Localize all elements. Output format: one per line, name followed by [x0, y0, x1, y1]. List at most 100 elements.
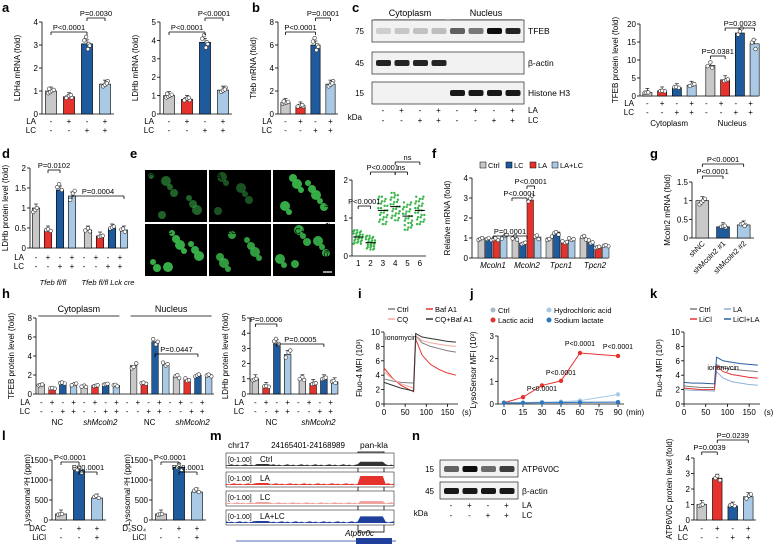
bar	[199, 41, 211, 115]
data-point	[87, 43, 92, 48]
legend-swatch	[529, 161, 537, 169]
condition-sign: +	[189, 407, 194, 416]
data-point	[603, 243, 608, 248]
genotype-label: Tfeb fl/fl Lck cre	[82, 278, 135, 287]
data-point	[49, 385, 55, 391]
p-value-label: P=0.0001	[494, 227, 526, 236]
condition-sign: -	[419, 106, 422, 115]
cell-fluorescence	[158, 211, 166, 219]
legend-label: CQ+Baf A1	[435, 315, 473, 324]
y-axis-label: TFEB protein level (fold)	[7, 313, 16, 400]
condition-sign: -	[676, 99, 679, 108]
data-point	[389, 203, 392, 206]
condition-sign: +	[285, 398, 290, 407]
condition-sign: +	[70, 253, 75, 262]
data-point	[378, 195, 381, 198]
data-point	[577, 350, 583, 356]
data-point	[403, 224, 406, 227]
condition-sign: +	[114, 407, 119, 416]
data-point	[422, 195, 425, 198]
blot-band	[487, 28, 502, 34]
cell-fluorescence	[298, 187, 304, 193]
condition-sign: +	[504, 511, 509, 520]
micrograph-number: 5	[212, 268, 216, 275]
y-tick-label: 4	[676, 371, 681, 380]
panel-letter: l	[2, 428, 6, 443]
data-point	[401, 208, 405, 211]
track-name: LA	[260, 474, 270, 483]
y-axis-label: Tfeb mRNA (fold)	[249, 37, 258, 99]
legend-label: LiCl	[699, 315, 712, 324]
p-value-label: P<0.0001	[527, 386, 557, 393]
protein-label: β-actin	[522, 486, 548, 496]
cell-fluorescence	[244, 237, 250, 243]
cell-fluorescence	[169, 230, 175, 236]
data-point	[59, 511, 65, 517]
data-point	[407, 217, 410, 220]
y-tick-label: 2	[270, 87, 275, 96]
cell-fluorescence	[161, 176, 171, 186]
x-tick-label: 3	[381, 259, 386, 268]
data-point	[523, 240, 528, 245]
x-tick-label: 4	[393, 259, 398, 268]
cell-fluorescence	[217, 172, 227, 182]
condition-sign: +	[730, 533, 735, 542]
p-value-label: P<0.0001	[172, 463, 204, 472]
data-point	[520, 400, 526, 406]
data-point	[396, 198, 400, 201]
data-point	[96, 495, 101, 501]
condition-sign: -	[382, 106, 385, 115]
blot-band	[394, 28, 410, 34]
condition-sign: -	[284, 117, 287, 126]
condition-sign: -	[95, 262, 98, 271]
legend-swatch	[490, 307, 496, 313]
blot-band	[444, 466, 459, 472]
mw-marker: 15	[355, 89, 364, 98]
condition-label: LC	[234, 407, 244, 416]
data-point	[383, 204, 386, 208]
condition-sign: -	[168, 126, 171, 135]
y-tick-label: 20	[627, 20, 636, 29]
data-point	[409, 226, 413, 229]
data-point	[120, 226, 126, 231]
data-point	[83, 384, 89, 390]
condition-sign: +	[436, 116, 441, 125]
data-point	[390, 191, 393, 195]
data-point	[526, 199, 531, 204]
y-tick-label: 4	[34, 18, 39, 27]
condition-sign: -	[474, 116, 477, 125]
data-point	[536, 237, 541, 242]
data-point	[175, 373, 180, 378]
y-axis-label: LDHb mRNA (fold)	[131, 35, 140, 102]
data-point	[131, 364, 136, 370]
condition-label: LA	[144, 117, 154, 126]
cell-fluorescence	[216, 253, 224, 261]
data-point	[385, 216, 388, 219]
data-point	[401, 212, 405, 216]
data-point	[358, 233, 362, 236]
data-point	[556, 232, 561, 237]
y-tick-label: 1000	[130, 476, 148, 485]
data-point	[254, 376, 259, 381]
y-tick-label: 2	[376, 386, 381, 395]
data-point	[105, 381, 110, 386]
cell-fluorescence	[300, 233, 306, 239]
data-point	[396, 194, 400, 197]
condition-sign: +	[719, 99, 724, 108]
condition-sign: +	[510, 116, 515, 125]
condition-sign: +	[195, 524, 200, 533]
data-point	[378, 220, 381, 223]
y-tick-label: 0	[242, 390, 247, 399]
data-point	[409, 221, 413, 225]
condition-sign: -	[456, 116, 459, 125]
data-point	[379, 211, 383, 214]
cell-fluorescence	[286, 209, 292, 215]
p-value-label: P<0.0001	[515, 177, 547, 186]
condition-sign: -	[382, 116, 385, 125]
data-point	[405, 210, 408, 213]
data-point	[420, 213, 423, 217]
data-point	[377, 206, 380, 210]
y-tick-label: 8	[676, 342, 681, 351]
condition-sign: -	[254, 407, 257, 416]
data-point	[710, 65, 715, 70]
